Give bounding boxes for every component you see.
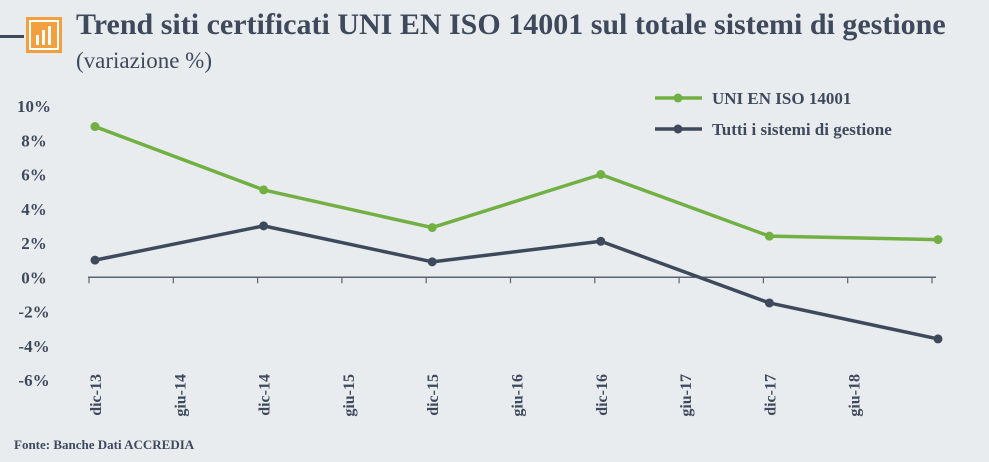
x-tick-label: giu-14	[172, 374, 189, 417]
header-accent-line	[0, 35, 24, 38]
data-point	[596, 170, 606, 179]
x-tick-label: giu-16	[510, 374, 527, 417]
data-point	[933, 334, 943, 344]
x-tick-label: giu-18	[847, 374, 864, 417]
legend-label: UNI EN ISO 14001	[712, 89, 851, 108]
series-line-2	[93, 224, 940, 341]
legend-marker	[673, 93, 683, 103]
y-tick-label: 6%	[21, 166, 47, 185]
chart-subtitle: (variazione %)	[76, 48, 213, 73]
data-point	[764, 298, 774, 308]
y-tick-label: -2%	[18, 303, 49, 322]
data-point	[259, 185, 269, 195]
x-tick-label: giu-15	[341, 374, 358, 417]
data-point	[764, 231, 774, 241]
y-tick-label: 0%	[21, 268, 47, 287]
bar-chart-icon	[26, 17, 62, 53]
source-note: Fonte: Banche Dati ACCREDIA	[14, 437, 195, 452]
x-tick-label: dic-14	[257, 374, 274, 416]
data-point	[427, 257, 437, 267]
data-point	[90, 255, 100, 265]
y-tick-label: 2%	[21, 234, 47, 253]
data-point	[90, 122, 100, 132]
x-tick-label: dic-13	[88, 374, 105, 416]
y-tick-label: 10%	[17, 97, 51, 116]
y-tick-label: -4%	[18, 337, 49, 356]
x-tick-label: dic-17	[762, 374, 779, 416]
x-tick-label: dic-15	[425, 374, 442, 416]
legend-marker	[673, 124, 683, 134]
data-point	[427, 223, 437, 233]
chart-title-text: Trend siti certificati UNI EN ISO 14001 …	[76, 8, 946, 41]
y-tick-label: -6%	[18, 371, 49, 390]
x-tick-label: dic-16	[594, 374, 611, 416]
y-tick-label: 8%	[21, 131, 47, 150]
data-point	[259, 221, 269, 231]
data-point	[933, 235, 943, 245]
data-point	[596, 236, 606, 246]
legend-label: Tutti i sistemi di gestione	[712, 120, 892, 139]
series-line-1	[93, 124, 940, 242]
x-tick-label: giu-17	[678, 374, 695, 417]
chart-title: Trend siti certificati UNI EN ISO 14001 …	[76, 8, 976, 78]
y-tick-label: 4%	[21, 200, 47, 219]
